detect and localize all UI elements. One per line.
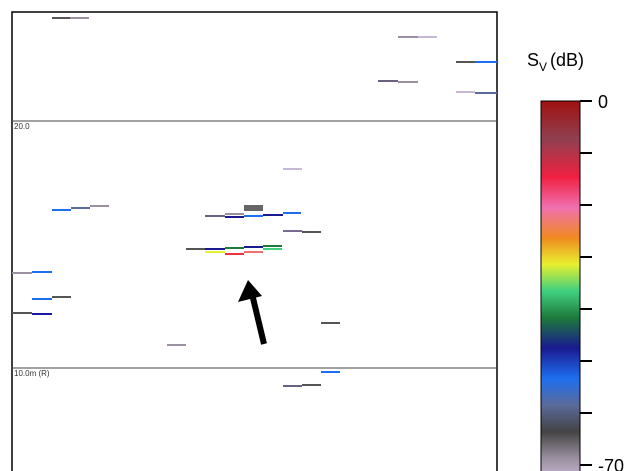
echogram: 20.0 10.0m (R) — [11, 11, 498, 471]
echoes — [12, 17, 497, 387]
echogram-frame — [11, 11, 498, 471]
label-unit: (dB) — [550, 50, 584, 70]
depth-label: 20.0 — [14, 122, 30, 131]
depth-label: 10.0m (R) — [14, 369, 50, 378]
colorbar-scale — [540, 100, 581, 471]
colorbar-label: SV (dB) — [527, 50, 584, 74]
label-main: S — [527, 50, 539, 70]
arrow — [238, 280, 267, 345]
label-sub: V — [539, 60, 547, 74]
colorbar: SV (dB) 0 -70 — [527, 50, 624, 471]
colorbar-tick-label: -70 — [598, 456, 624, 471]
colorbar-tick-label: 0 — [598, 92, 608, 112]
